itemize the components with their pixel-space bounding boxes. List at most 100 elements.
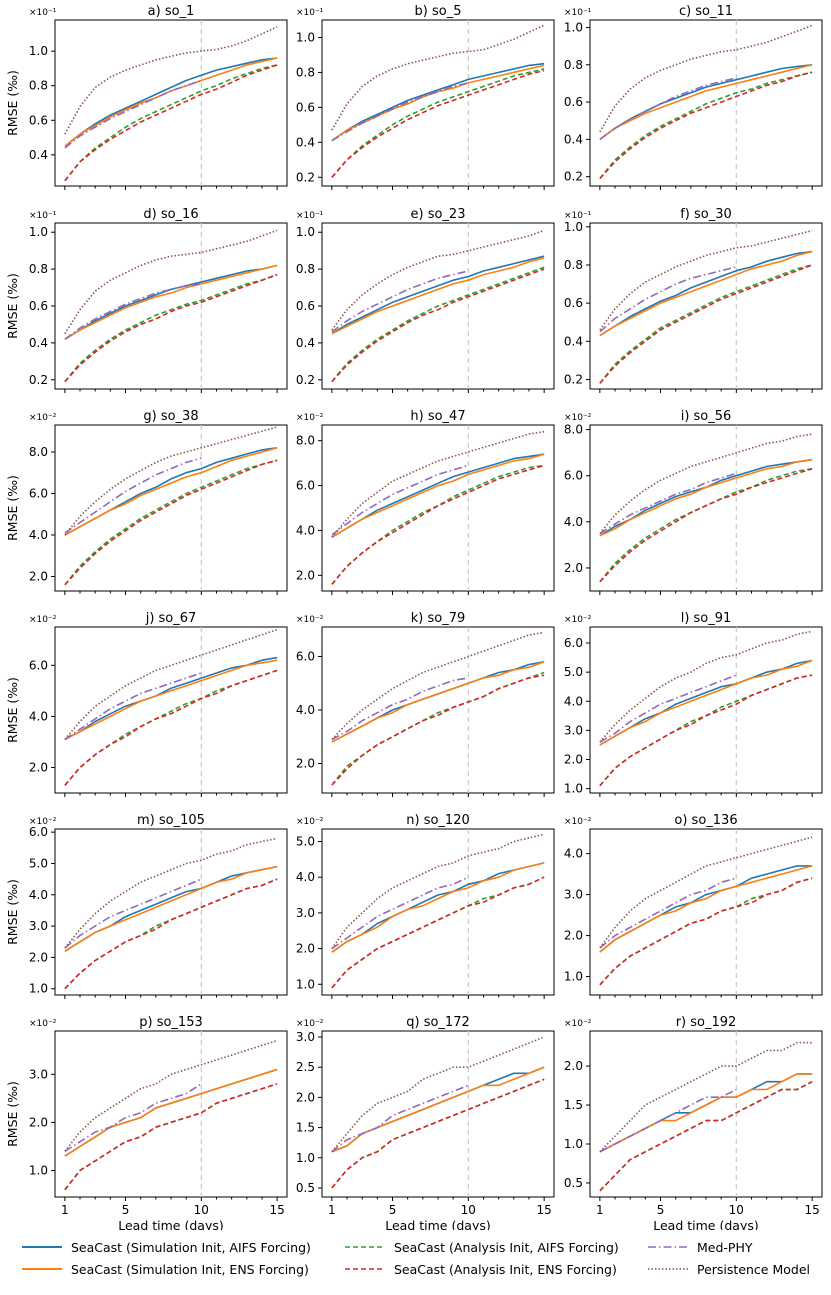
panel-title-m: m) so_105 (137, 813, 205, 828)
y-tick-label: 8.0 (296, 434, 315, 448)
y-tick-label: 4.0 (564, 515, 583, 529)
y-tick-label: 8.0 (564, 423, 583, 437)
panel-title-a: a) so_1 (148, 4, 195, 19)
x-axis-label: Lead time (days) (653, 1218, 758, 1230)
panel-title-h: h) so_47 (410, 409, 465, 424)
y-tick-label: 5.0 (296, 834, 315, 848)
y-tick-label: 1.0 (564, 970, 583, 984)
y-tick-label: 0.5 (296, 1181, 315, 1195)
x-tick-label: 10 (729, 1203, 744, 1217)
series-line-medphy (64, 79, 202, 149)
series-line-ana_aifs (64, 64, 278, 182)
panel-2: 0.2 0.4 0.6 0.8 1.0 b) so_5 ×10⁻¹ (296, 4, 555, 190)
y-tick-label: 1.0 (296, 1151, 315, 1165)
panel-title-k: k) so_79 (411, 611, 466, 626)
series-line-medphy (64, 283, 202, 340)
y-tick-label: 0.8 (564, 58, 583, 72)
y-tick-label: 5.0 (29, 856, 48, 870)
panel-9: 2.0 4.0 6.0 8.0 i) so_56 ×10⁻² (564, 409, 823, 595)
panel-13: 1.0 2.0 3.0 4.0 5.0 6.0 m) so_105 ×10⁻² RMSE (‰) (5, 813, 288, 999)
axis-multiplier: ×10⁻¹ (296, 211, 324, 221)
y-tick-label: 6.0 (29, 658, 48, 672)
panel-title-f: f) so_30 (680, 207, 732, 222)
series-line-ana_ens (64, 64, 278, 182)
y-tick-label: 2.0 (564, 753, 583, 767)
x-tick-label: 5 (122, 1203, 130, 1217)
x-tick-label: 10 (194, 1203, 209, 1217)
series-line-sim_aifs (64, 264, 278, 340)
series-line-sim_ens (331, 64, 545, 142)
x-tick-label: 5 (657, 1203, 665, 1217)
legend-label-sim-ens: SeaCast (Simulation Init, ENS Forcing) (71, 1261, 309, 1277)
series-line-persist (64, 229, 278, 335)
y-tick-label: 2.0 (564, 929, 583, 943)
series-line-ana_ens (331, 674, 545, 786)
panel-frame (54, 19, 288, 187)
x-tick-label: 1 (61, 1203, 69, 1217)
series-line-sim_aifs (331, 62, 545, 142)
legend-label-sim-aifs: SeaCast (Simulation Init, AIFS Forcing) (71, 1239, 311, 1255)
axis-multiplier: ×10⁻² (564, 817, 592, 827)
axis-multiplier: ×10⁻² (296, 615, 324, 625)
y-tick-label: 0.8 (29, 79, 48, 93)
series-line-medphy (599, 674, 737, 743)
series-line-sim_ens (64, 659, 278, 741)
series-line-medphy (64, 878, 202, 949)
panel-frame (321, 1030, 555, 1198)
y-tick-label: 3.0 (29, 1067, 48, 1081)
panel-frame (321, 626, 555, 794)
legend-entry-persist: Persistence Model (648, 1260, 810, 1278)
panel-title-c: c) so_11 (679, 4, 733, 19)
panel-frame (589, 828, 823, 996)
series-line-persist (64, 837, 278, 949)
panel-title-q: q) so_172 (406, 1015, 470, 1030)
panel-15: 1.0 2.0 3.0 4.0 o) so_136 ×10⁻² (564, 813, 823, 999)
x-tick-label: 1 (596, 1203, 604, 1217)
x-tick-label: 15 (805, 1203, 820, 1217)
series-line-sim_aifs (331, 862, 545, 953)
series-line-ana_ens (599, 1080, 813, 1192)
series-line-ana_aifs (599, 71, 813, 180)
y-tick-label: 0.4 (296, 336, 315, 350)
series-line-sim_ens (331, 661, 545, 743)
series-line-persist (599, 433, 813, 534)
series-line-persist (64, 426, 278, 536)
series-line-persist (331, 430, 545, 538)
y-tick-label: 0.6 (296, 100, 315, 114)
y-tick-label: 0.6 (564, 296, 583, 310)
y-axis-label: RMSE (‰) (5, 1081, 20, 1147)
y-tick-label: 0.4 (564, 132, 583, 146)
y-tick-label: 2.0 (29, 1115, 48, 1129)
y-tick-label: 4.0 (29, 528, 48, 542)
legend: SeaCast (Simulation Init, AIFS Forcing) … (0, 1232, 831, 1292)
legend-entry-ana-ens: SeaCast (Analysis Init, ENS Forcing) (345, 1260, 617, 1278)
panel-frame (321, 424, 555, 592)
legend-swatch-medphy (648, 1246, 688, 1248)
panel-title-o: o) so_136 (674, 813, 737, 828)
y-tick-label: 6.0 (296, 649, 315, 663)
y-tick-label: 2.0 (296, 1090, 315, 1104)
series-line-ana_aifs (599, 264, 813, 384)
y-tick-label: 1.0 (29, 44, 48, 58)
panel-title-p: p) so_153 (139, 1015, 203, 1030)
axis-multiplier: ×10⁻¹ (564, 211, 592, 221)
series-line-ana_ens (599, 468, 813, 583)
y-tick-label: 6.0 (29, 486, 48, 500)
panel-title-n: n) so_120 (406, 813, 469, 828)
series-line-sim_ens (64, 264, 278, 340)
x-axis-label: Lead time (days) (118, 1218, 223, 1230)
y-tick-label: 0.2 (296, 170, 315, 184)
series-line-ana_ens (64, 878, 278, 990)
legend-entry-medphy: Med-PHY (648, 1238, 753, 1256)
series-line-sim_ens (331, 257, 545, 335)
axis-multiplier: ×10⁻² (29, 413, 57, 423)
y-tick-label: 6.0 (29, 825, 48, 839)
panel-7: 2.0 4.0 6.0 8.0 g) so_38 ×10⁻² RMSE (‰) (5, 409, 288, 595)
y-axis-label: RMSE (‰) (5, 677, 20, 743)
series-line-sim_ens (331, 1066, 545, 1153)
y-tick-label: 6.0 (564, 636, 583, 650)
series-line-sim_aifs (64, 57, 278, 147)
y-tick-label: 6.0 (296, 479, 315, 493)
